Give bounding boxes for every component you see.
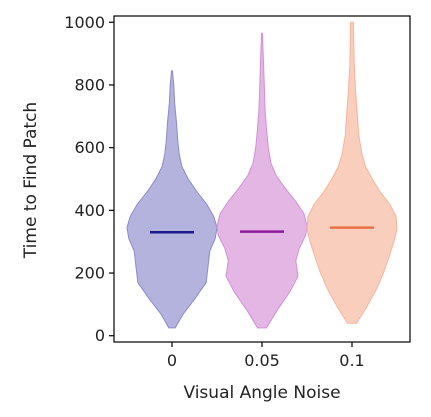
- x-axis: 0 0.05 0.1: [167, 342, 365, 370]
- y-axis: 0 200 400 600 800 1000: [64, 13, 114, 345]
- y-tick-label: 200: [74, 264, 105, 283]
- x-tick-label: 0.1: [339, 351, 364, 370]
- x-tick-label: 0.05: [244, 351, 280, 370]
- y-tick-label: 1000: [64, 13, 105, 32]
- y-tick-label: 400: [74, 201, 105, 220]
- violin-0.1: [306, 21, 398, 324]
- y-tick-label: 600: [74, 138, 105, 157]
- violin-0.05: [216, 32, 308, 329]
- y-axis-label: Time to Find Patch: [21, 102, 41, 259]
- plot-area: [126, 21, 398, 329]
- y-tick-label: 800: [74, 75, 105, 94]
- x-axis-label: Visual Angle Noise: [183, 383, 340, 403]
- violin-0: [126, 70, 218, 329]
- x-tick-label: 0: [167, 351, 177, 370]
- y-tick-label: 0: [95, 326, 105, 345]
